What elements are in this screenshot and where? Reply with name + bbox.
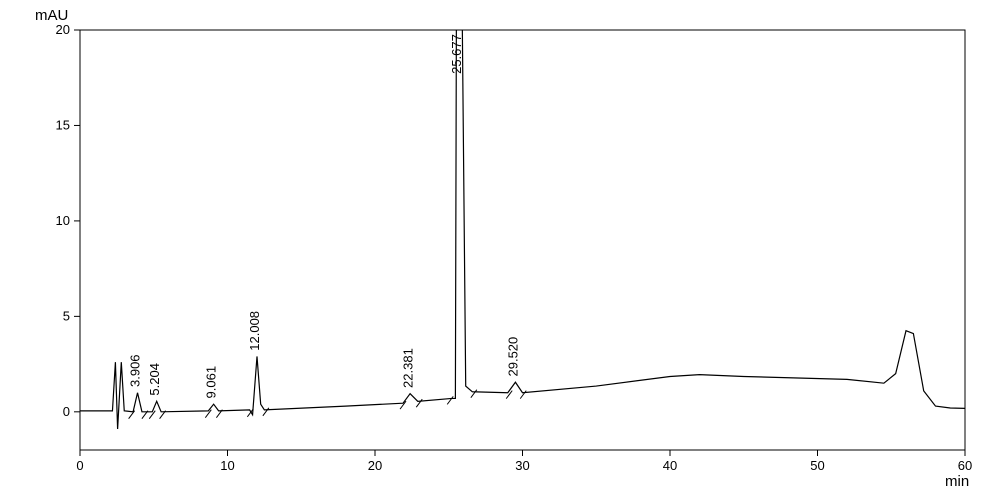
- x-tick-label: 50: [810, 458, 824, 473]
- chromatogram-chart: 0 5 10 15 20 0 10 20 30 40 50 60 mAU min 3.906 5.204 9.0…: [0, 0, 1000, 501]
- peak-boundary-mark: [447, 396, 453, 404]
- x-tick-label: 10: [220, 458, 234, 473]
- y-tick-label: 10: [56, 213, 70, 228]
- x-axis-label: min: [945, 473, 969, 490]
- peak-label: 3.906: [128, 354, 143, 387]
- peak-label: 5.204: [147, 363, 162, 396]
- y-axis-label: mAU: [35, 7, 68, 24]
- peak-label: 9.061: [204, 366, 219, 399]
- peak-label: 29.520: [506, 337, 521, 377]
- x-tick-label: 30: [515, 458, 529, 473]
- x-tick-label: 40: [663, 458, 677, 473]
- peak-label: 12.008: [247, 311, 262, 351]
- chart-svg: 0 5 10 15 20 0 10 20 30 40 50 60 mAU min 3.906 5.204 9.0…: [0, 0, 1000, 501]
- x-tick-label: 0: [76, 458, 83, 473]
- y-tick-label: 5: [63, 308, 70, 323]
- peak-label: 22.381: [400, 348, 415, 388]
- x-tick-label: 60: [958, 458, 972, 473]
- chromatogram-trace: [80, 0, 965, 429]
- peak-label: 25.677: [449, 34, 464, 74]
- peak-boundary-mark: [520, 391, 526, 399]
- y-tick-label: 15: [56, 117, 70, 132]
- y-tick-label: 20: [56, 22, 70, 37]
- y-tick-label: 0: [63, 404, 70, 419]
- peak-boundary-mark: [506, 391, 512, 399]
- x-tick-label: 20: [368, 458, 382, 473]
